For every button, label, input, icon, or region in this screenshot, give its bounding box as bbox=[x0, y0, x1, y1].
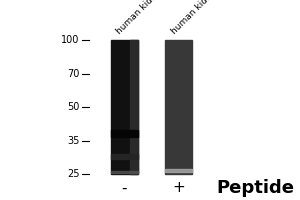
Text: 100: 100 bbox=[61, 35, 80, 45]
Bar bbox=[111, 171, 138, 173]
Text: 50: 50 bbox=[67, 102, 80, 112]
Bar bbox=[111, 40, 138, 174]
Bar bbox=[130, 40, 138, 174]
Bar bbox=[165, 169, 192, 172]
Text: 70: 70 bbox=[67, 69, 80, 79]
Bar bbox=[165, 40, 192, 174]
Text: human kidney: human kidney bbox=[115, 0, 167, 36]
Bar bbox=[111, 154, 138, 159]
Text: human kidney: human kidney bbox=[169, 0, 221, 36]
Bar bbox=[111, 130, 138, 137]
Text: -: - bbox=[122, 180, 127, 196]
Text: 25: 25 bbox=[67, 169, 80, 179]
Text: 35: 35 bbox=[67, 136, 80, 146]
Text: Peptide: Peptide bbox=[216, 179, 294, 197]
Text: +: + bbox=[172, 180, 185, 196]
